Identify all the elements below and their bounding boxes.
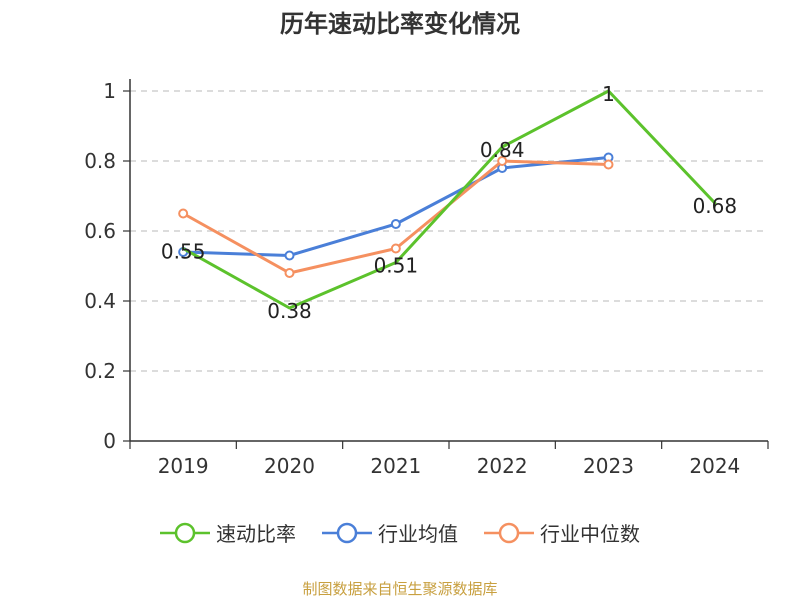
series-point-2: [178, 208, 189, 219]
data-label-layer: 0.55 0.38 0.51 0.84 1 0.68: [161, 82, 737, 323]
legend-item-quick-ratio[interactable]: 速动比率: [160, 518, 296, 547]
legend-item-industry-mean[interactable]: 行业均值: [322, 518, 458, 547]
data-label: 0.68: [693, 194, 738, 218]
data-label: 0.55: [161, 240, 206, 264]
series-point-1: [390, 219, 401, 229]
x-tick-label: 2024: [689, 454, 740, 478]
x-tick-label: 2022: [477, 454, 528, 478]
legend-swatch-industry-median-icon: [484, 522, 534, 543]
legend: 速动比率 行业均值 行业中位数: [0, 518, 800, 547]
data-label: 1: [602, 82, 615, 106]
x-tick-label: 2019: [158, 454, 209, 478]
legend-item-industry-median[interactable]: 行业中位数: [484, 518, 640, 547]
x-tick-label: 2021: [370, 454, 421, 478]
legend-swatch-quick-ratio-icon: [160, 522, 210, 543]
series-line-1: [181, 156, 610, 257]
y-tick-label: 0.4: [84, 289, 116, 313]
legend-swatch-industry-mean-icon: [322, 522, 372, 543]
series-point-2: [497, 156, 508, 166]
series-line-0: [181, 89, 717, 310]
y-tick-label: 0.8: [84, 149, 116, 173]
data-source-note: 制图数据来自恒生聚源数据库: [302, 580, 498, 598]
series-point-2: [603, 159, 614, 170]
data-label: 0.38: [267, 299, 312, 323]
series-point-1: [284, 250, 295, 261]
x-tick-label: 2020: [264, 454, 315, 478]
y-tick-label: 0.6: [84, 219, 116, 243]
series-layer: [178, 89, 717, 310]
y-tick-label: 1: [103, 79, 116, 103]
y-tick-label: 0: [103, 429, 116, 453]
series-point-2: [390, 243, 401, 254]
data-label: 0.51: [374, 254, 419, 278]
series-point-2: [284, 268, 295, 278]
axis-layer: 0 0.2 0.4 0.6 0.8 1 2019 2020 2021 2022 2023 2024: [84, 79, 769, 478]
legend-label-quick-ratio: 速动比率: [216, 522, 296, 546]
grid-layer: [130, 90, 768, 372]
data-label: 0.84: [480, 138, 525, 162]
y-tick-label: 0.2: [84, 359, 116, 383]
legend-label-industry-mean: 行业均值: [378, 522, 458, 546]
legend-label-industry-median: 行业中位数: [540, 522, 640, 546]
x-tick-label: 2023: [583, 454, 634, 478]
chart-title: 历年速动比率变化情况: [280, 10, 520, 38]
